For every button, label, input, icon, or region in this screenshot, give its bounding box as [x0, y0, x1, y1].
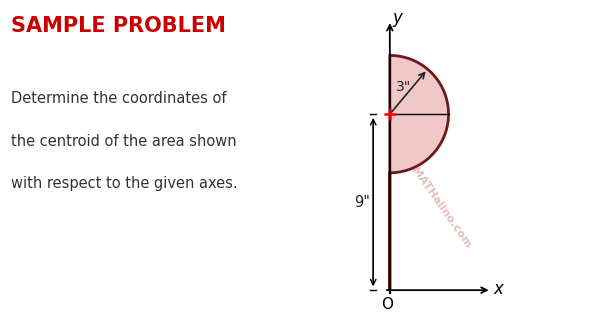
Text: x: x — [494, 280, 504, 298]
Text: with respect to the given axes.: with respect to the given axes. — [11, 176, 238, 191]
Polygon shape — [390, 55, 449, 290]
Text: O: O — [381, 297, 393, 312]
Text: the centroid of the area shown: the centroid of the area shown — [11, 134, 237, 149]
Text: Determine the coordinates of: Determine the coordinates of — [11, 91, 227, 106]
Text: 9": 9" — [355, 195, 370, 210]
Text: 3": 3" — [396, 81, 411, 95]
Text: y: y — [392, 9, 402, 27]
Text: MATHalino.com: MATHalino.com — [409, 166, 472, 250]
Text: SAMPLE PROBLEM: SAMPLE PROBLEM — [11, 16, 226, 36]
